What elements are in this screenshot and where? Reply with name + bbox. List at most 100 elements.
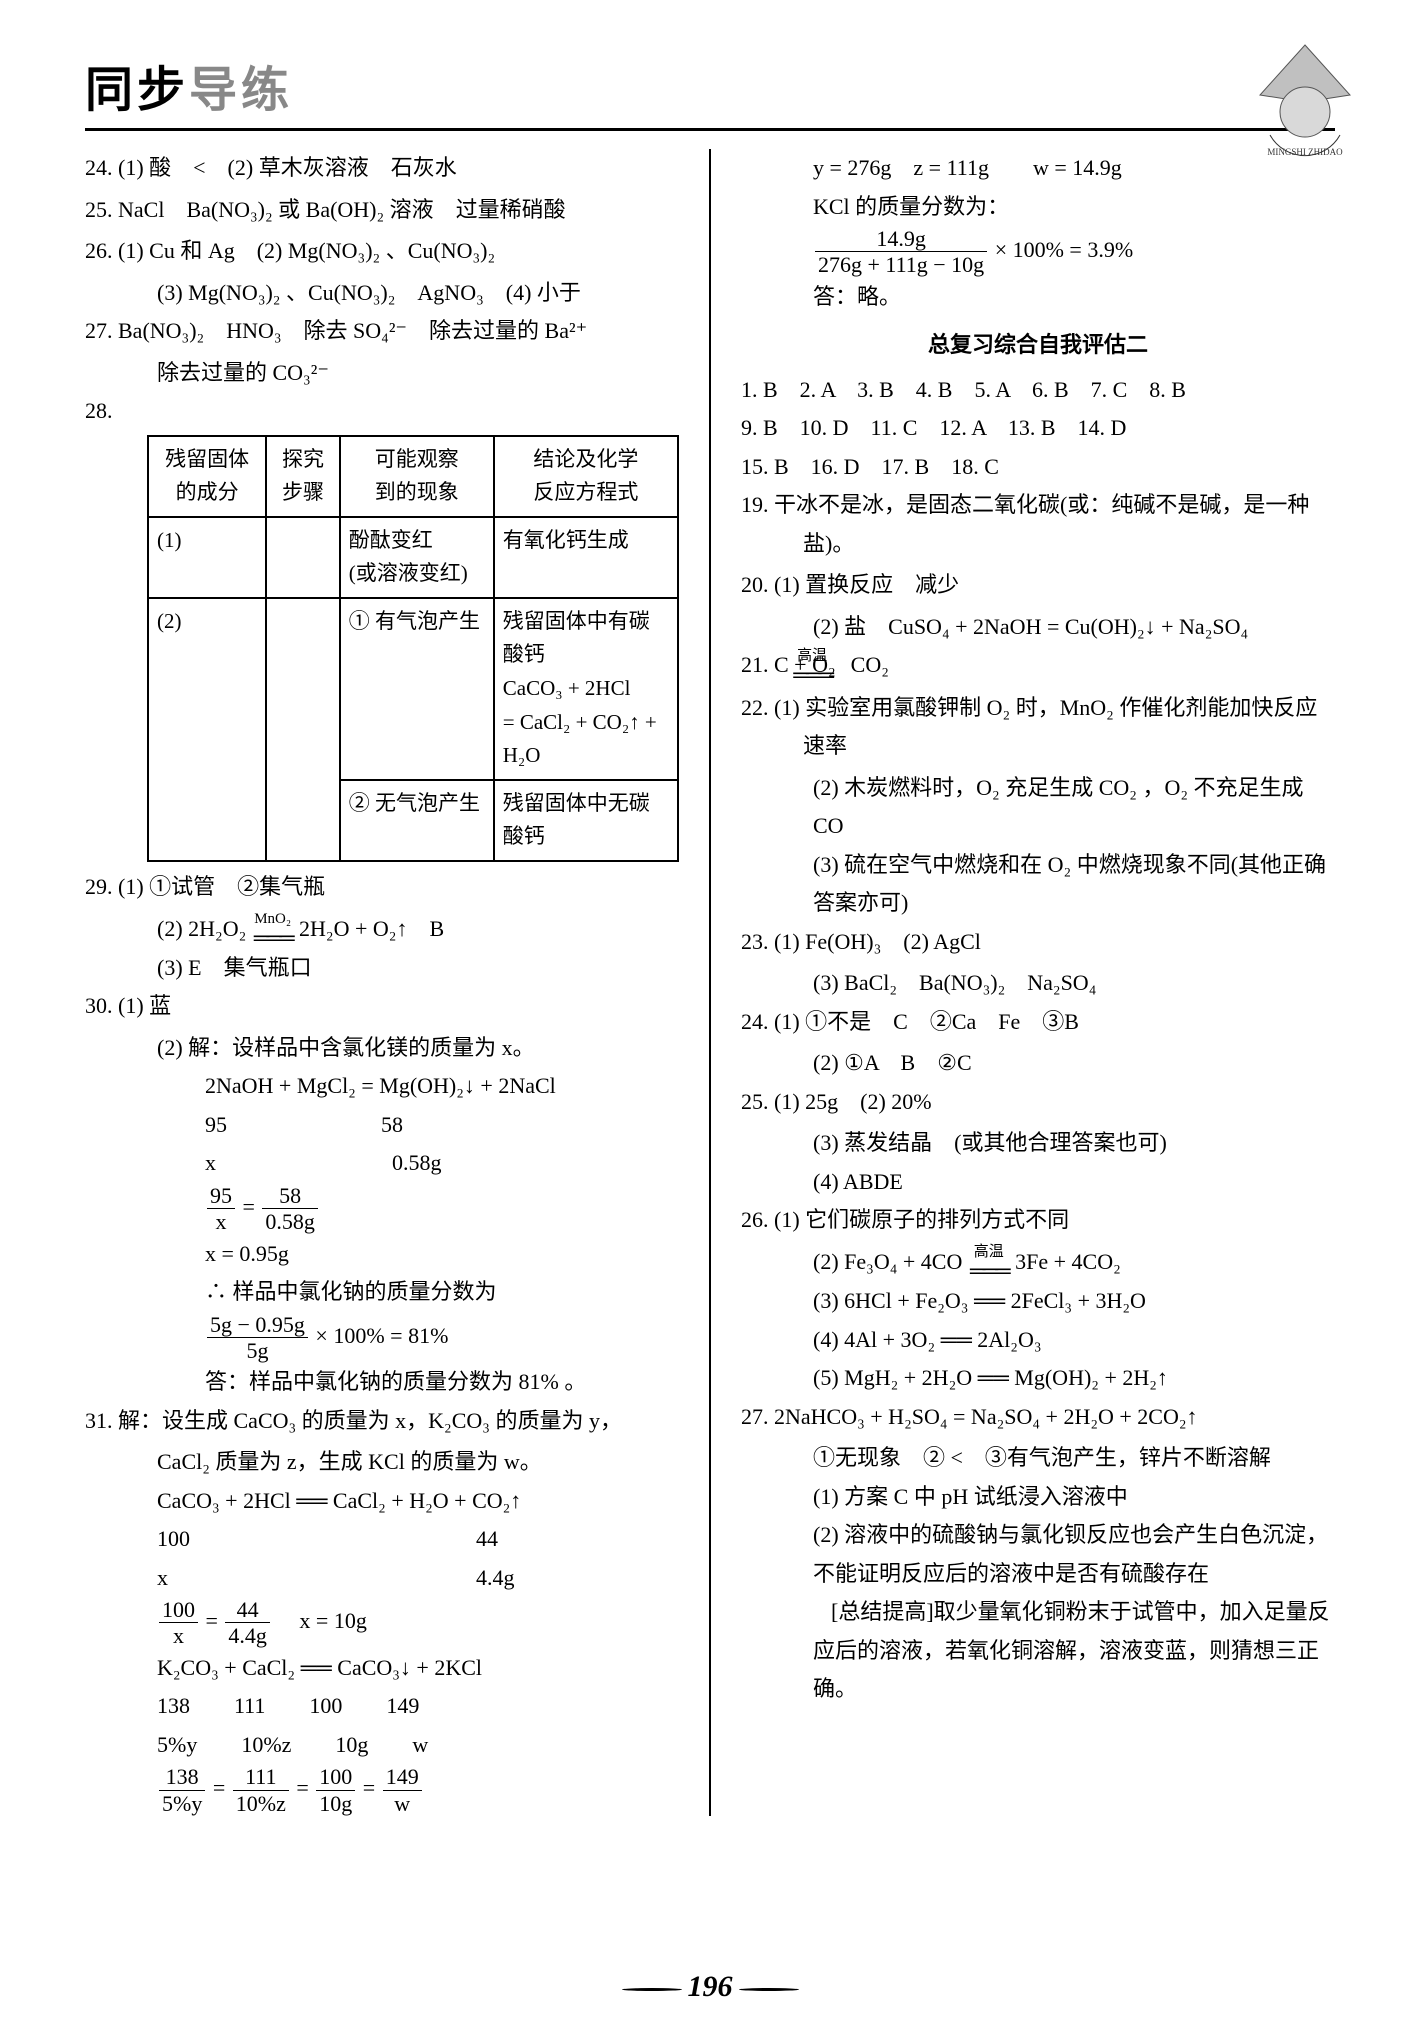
eq-tail: × 100% = 3.9%: [995, 237, 1133, 262]
q31-f: 100x = 444.4g x = 10g: [85, 1597, 679, 1649]
q31-j: 1385%y = 11110%z = 10010g = 149w: [85, 1764, 679, 1816]
cell-text: 残留固体中有碳酸钙 CaCO₃ + 2HCl = CaCl₂ + CO₂↑ + …: [503, 609, 657, 767]
q26-d: (4) 4Al + 3O₂ ══ 2Al₂O₃: [741, 1321, 1335, 1360]
q20-b: (2) 盐 CuSO₄ + 2NaOH = Cu(OH)₂↓ + Na₂SO₄: [741, 608, 1335, 647]
td: [266, 598, 340, 861]
q24: 24. (1) 酸 < (2) 草木灰溶液 石灰水: [85, 149, 679, 188]
q24-b: (2) ①A B ②C: [741, 1044, 1335, 1083]
q31-i: 5%y 10%z 10g w: [85, 1726, 679, 1765]
q30-e: x 0.58g: [85, 1144, 679, 1183]
cell-text: ① 有气泡产生: [349, 609, 480, 633]
ans-line: 1. B 2. A 3. B 4. B 5. A 6. B 7. C 8. B: [741, 371, 1335, 410]
title-sub: 导练: [189, 64, 293, 117]
eq-part: 3Fe + 4CO₂: [1015, 1249, 1121, 1274]
q27-a: 27. 2NaHCO₃ + H₂SO₄ = Na₂SO₄ + 2H₂O + 2C…: [741, 1398, 1335, 1437]
q26-c: (3) 6HCl + Fe₂O₃ ══ 2FeCl₃ + 3H₂O: [741, 1282, 1335, 1321]
cell-text: 残留固体 的成分: [165, 447, 249, 505]
q27-a: 27. Ba(NO₃)₂ HNO₃ 除去 SO₄²⁻ 除去过量的 Ba²⁺: [85, 312, 679, 351]
eq-part: (2) Fe₃O₄ + 4CO: [813, 1249, 962, 1274]
th-3: 可能观察 到的现象: [340, 436, 494, 517]
reaction-arrow: MnO₂═══: [254, 912, 292, 949]
table-row: (1) 酚酞变红 (或溶液变红) 有氧化钙生成: [148, 517, 678, 598]
q25: 25. NaCl Ba(NO₃)₂ 或 Ba(OH)₂ 溶液 过量稀硝酸: [85, 191, 679, 230]
q31-c: CaCO₃ + 2HCl ══ CaCl₂ + H₂O + CO₂↑: [85, 1482, 679, 1521]
r3: 14.9g276g + 111g − 10g × 100% = 3.9%: [741, 226, 1335, 278]
q29-c: (3) E 集气瓶口: [85, 949, 679, 988]
q31-a: 31. 解：设生成 CaCO₃ 的质量为 x，K₂CO₃ 的质量为 y，: [85, 1402, 679, 1441]
q30-j: 答：样品中氯化钠的质量分数为 81% 。: [85, 1363, 679, 1402]
page-header: 同步导练: [85, 50, 1335, 131]
eq-sign: ═══: [254, 927, 292, 949]
q29-a: 29. (1) ①试管 ②集气瓶: [85, 868, 679, 907]
q27-e: [总结提高]取少量氧化铜粉末于试管中，加入足量反应后的溶液，若氧化铜溶解，溶液变…: [741, 1593, 1335, 1709]
q26-a: 26. (1) Cu 和 Ag (2) Mg(NO₃)₂ 、Cu(NO₃)₂: [85, 232, 679, 271]
q31-h: 138 111 100 149: [85, 1687, 679, 1726]
ans-line: 15. B 16. D 17. B 18. C: [741, 448, 1335, 487]
cell-text: 残留固体中无碳酸钙: [503, 791, 650, 849]
r4: 答：略。: [741, 278, 1335, 317]
th-1: 残留固体 的成分: [148, 436, 266, 517]
td: 残留固体中无碳酸钙: [494, 780, 678, 861]
q22-c: (3) 硫在空气中燃烧和在 O₂ 中燃烧现象不同(其他正确答案亦可): [741, 846, 1335, 923]
book-title: 同步导练: [85, 50, 293, 120]
eq-tail: x = 10g: [277, 1608, 366, 1633]
q31-e: x 4.4g: [85, 1559, 679, 1598]
fraction: 10010g: [316, 1764, 355, 1816]
reaction-arrow: 高温═══: [970, 1245, 1008, 1282]
emblem-icon: MINGSHI ZHIDAO: [1250, 40, 1360, 160]
q27-b: 除去过量的 CO₃²⁻: [85, 354, 679, 393]
ans-line: 9. B 10. D 11. C 12. A 13. B 14. D: [741, 409, 1335, 448]
td: 残留固体中有碳酸钙 CaCO₃ + 2HCl = CaCl₂ + CO₂↑ + …: [494, 598, 678, 780]
q30-h: ∴ 样品中氯化钠的质量分数为: [85, 1273, 679, 1312]
th-2: 探究 步骤: [266, 436, 340, 517]
q31-b: CaCl₂ 质量为 z，生成 KCl 的质量为 w。: [85, 1443, 679, 1482]
section-heading: 总复习综合自我评估二: [741, 326, 1335, 365]
td: ② 无气泡产生: [340, 780, 494, 861]
eq-sign: ═══: [970, 1260, 1008, 1282]
r2: KCl 的质量分数为：: [741, 188, 1335, 227]
q26-b: (3) Mg(NO₃)₂ 、Cu(NO₃)₂ AgNO₃ (4) 小于: [85, 274, 679, 313]
eq-tail: × 100% = 81%: [315, 1322, 448, 1347]
fraction: 100x: [159, 1597, 198, 1649]
q28: 28.: [85, 392, 679, 431]
fraction: 1385%y: [159, 1764, 205, 1816]
q28-table: 残留固体 的成分 探究 步骤 可能观察 到的现象 结论及化学 反应方程式 (1)…: [147, 435, 679, 863]
table-row: 残留固体 的成分 探究 步骤 可能观察 到的现象 结论及化学 反应方程式: [148, 436, 678, 517]
q21: 21. C + O₂ 高温═══ CO₂: [741, 646, 1335, 685]
fraction: 149w: [383, 1764, 422, 1816]
column-separator: [709, 149, 711, 1816]
eq-part: 2H₂O + O₂↑ B: [299, 916, 444, 941]
q30-f: 95x = 580.58g: [85, 1183, 679, 1235]
td: 有氧化钙生成: [494, 517, 678, 598]
eq-part: CO₂: [851, 652, 889, 677]
page: 同步导练 MINGSHI ZHIDAO 24. (1) 酸 < (2) 草木灰溶…: [0, 0, 1420, 2042]
q30-d: 95 58: [85, 1106, 679, 1145]
fraction: 444.4g: [225, 1597, 270, 1649]
q26-a: 26. (1) 它们碳原子的排列方式不同: [741, 1201, 1335, 1240]
td: 酚酞变红 (或溶液变红): [340, 517, 494, 598]
content-columns: 24. (1) 酸 < (2) 草木灰溶液 石灰水 25. NaCl Ba(NO…: [85, 149, 1335, 1816]
q22-a: 22. (1) 实验室用氯酸钾制 O₂ 时，MnO₂ 作催化剂能加快反应速率: [741, 689, 1335, 766]
q26-e: (5) MgH₂ + 2H₂O ══ Mg(OH)₂ + 2H₂↑: [741, 1359, 1335, 1398]
q19: 19. 干冰不是冰，是固态二氧化碳(或：纯碱不是碱，是一种盐)。: [741, 486, 1335, 563]
q30-a: 30. (1) 蓝: [85, 987, 679, 1026]
q30-i: 5g − 0.95g5g × 100% = 81%: [85, 1312, 679, 1364]
q26-b: (2) Fe₃O₄ + 4CO 高温═══ 3Fe + 4CO₂: [741, 1243, 1335, 1282]
cell-text: 探究 步骤: [282, 447, 324, 505]
eq-part: (2) 2H₂O₂: [157, 916, 246, 941]
td: [266, 517, 340, 598]
q23-a: 23. (1) Fe(OH)₃ (2) AgCl: [741, 923, 1335, 962]
td: (1): [148, 517, 266, 598]
fraction: 580.58g: [262, 1183, 318, 1235]
td: ① 有气泡产生: [340, 598, 494, 780]
q27-b: ①无现象 ② < ③有气泡产生，锌片不断溶解: [741, 1439, 1335, 1478]
q29-b: (2) 2H₂O₂ MnO₂═══ 2H₂O + O₂↑ B: [85, 910, 679, 949]
q27-c: (1) 方案 C 中 pH 试纸浸入溶液中: [741, 1478, 1335, 1517]
q25-b: (3) 蒸发结晶 (或其他合理答案也可): [741, 1124, 1335, 1163]
cell-text: 可能观察 到的现象: [375, 447, 459, 505]
q30-c: 2NaOH + MgCl₂ = Mg(OH)₂↓ + 2NaCl: [85, 1067, 679, 1106]
cell-text: 酚酞变红 (或溶液变红): [349, 528, 468, 586]
fraction: 95x: [207, 1183, 235, 1235]
svg-text:MINGSHI ZHIDAO: MINGSHI ZHIDAO: [1267, 147, 1343, 157]
q24-a: 24. (1) ①不是 C ②Ca Fe ③B: [741, 1003, 1335, 1042]
